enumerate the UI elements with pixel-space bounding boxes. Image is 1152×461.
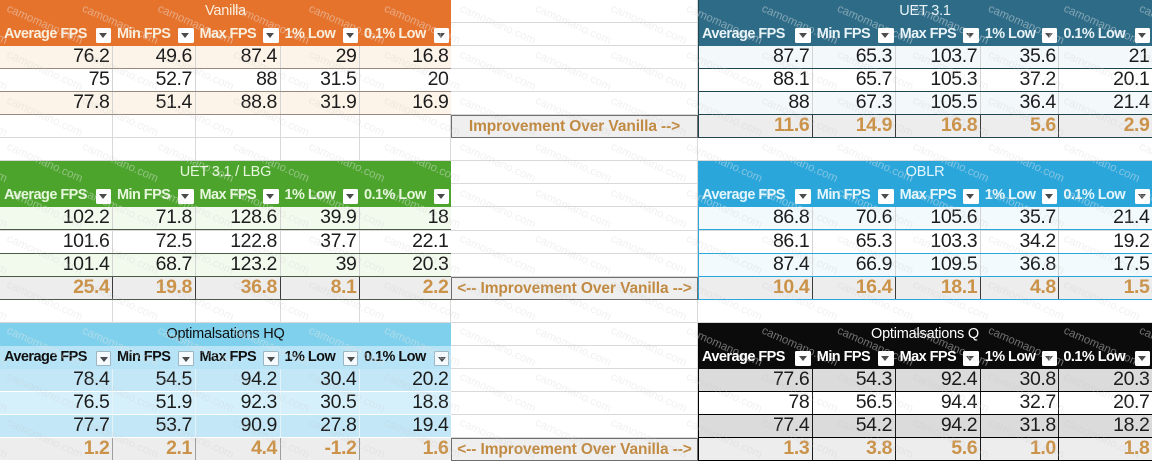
svg-text:camomano.com: camomano.com xyxy=(533,233,613,277)
svg-text:camomano.com: camomano.com xyxy=(609,187,689,231)
svg-text:camomano.com: camomano.com xyxy=(458,325,538,369)
svg-text:camomano.com: camomano.com xyxy=(458,325,538,369)
svg-text:camomano.com: camomano.com xyxy=(458,49,538,93)
svg-text:camomano.com: camomano.com xyxy=(458,3,538,47)
svg-text:camomano.com: camomano.com xyxy=(533,187,613,231)
svg-text:camomano.com: camomano.com xyxy=(533,49,613,93)
svg-text:camomano.com: camomano.com xyxy=(533,325,613,369)
svg-text:camomano.com: camomano.com xyxy=(533,233,613,277)
svg-text:camomano.com: camomano.com xyxy=(458,187,538,231)
svg-text:camomano.com: camomano.com xyxy=(609,325,689,369)
svg-text:camomano.com: camomano.com xyxy=(609,371,689,415)
svg-text:camomano.com: camomano.com xyxy=(533,371,613,415)
svg-text:camomano.com: camomano.com xyxy=(533,3,613,47)
svg-text:camomano.com: camomano.com xyxy=(533,187,613,231)
svg-text:camomano.com: camomano.com xyxy=(609,3,689,47)
svg-text:camomano.com: camomano.com xyxy=(609,187,689,231)
svg-text:camomano.com: camomano.com xyxy=(458,141,538,185)
svg-text:camomano.com: camomano.com xyxy=(533,3,613,47)
svg-text:camomano.com: camomano.com xyxy=(458,49,538,93)
svg-text:camomano.com: camomano.com xyxy=(458,187,538,231)
svg-text:camomano.com: camomano.com xyxy=(609,49,689,93)
svg-text:camomano.com: camomano.com xyxy=(458,233,538,277)
svg-text:camomano.com: camomano.com xyxy=(609,49,689,93)
svg-text:camomano.com: camomano.com xyxy=(609,141,689,185)
svg-text:camomano.com: camomano.com xyxy=(609,141,689,185)
svg-text:camomano.com: camomano.com xyxy=(533,325,613,369)
svg-text:camomano.com: camomano.com xyxy=(458,3,538,47)
svg-text:camomano.com: camomano.com xyxy=(609,3,689,47)
svg-text:camomano.com: camomano.com xyxy=(458,371,538,415)
svg-text:camomano.com: camomano.com xyxy=(609,371,689,415)
svg-text:camomano.com: camomano.com xyxy=(533,141,613,185)
svg-text:camomano.com: camomano.com xyxy=(533,49,613,93)
svg-text:camomano.com: camomano.com xyxy=(533,141,613,185)
svg-text:camomano.com: camomano.com xyxy=(609,233,689,277)
svg-text:camomano.com: camomano.com xyxy=(609,233,689,277)
svg-text:camomano.com: camomano.com xyxy=(458,233,538,277)
svg-text:camomano.com: camomano.com xyxy=(533,371,613,415)
svg-text:camomano.com: camomano.com xyxy=(609,325,689,369)
svg-text:camomano.com: camomano.com xyxy=(458,371,538,415)
svg-text:camomano.com: camomano.com xyxy=(458,141,538,185)
